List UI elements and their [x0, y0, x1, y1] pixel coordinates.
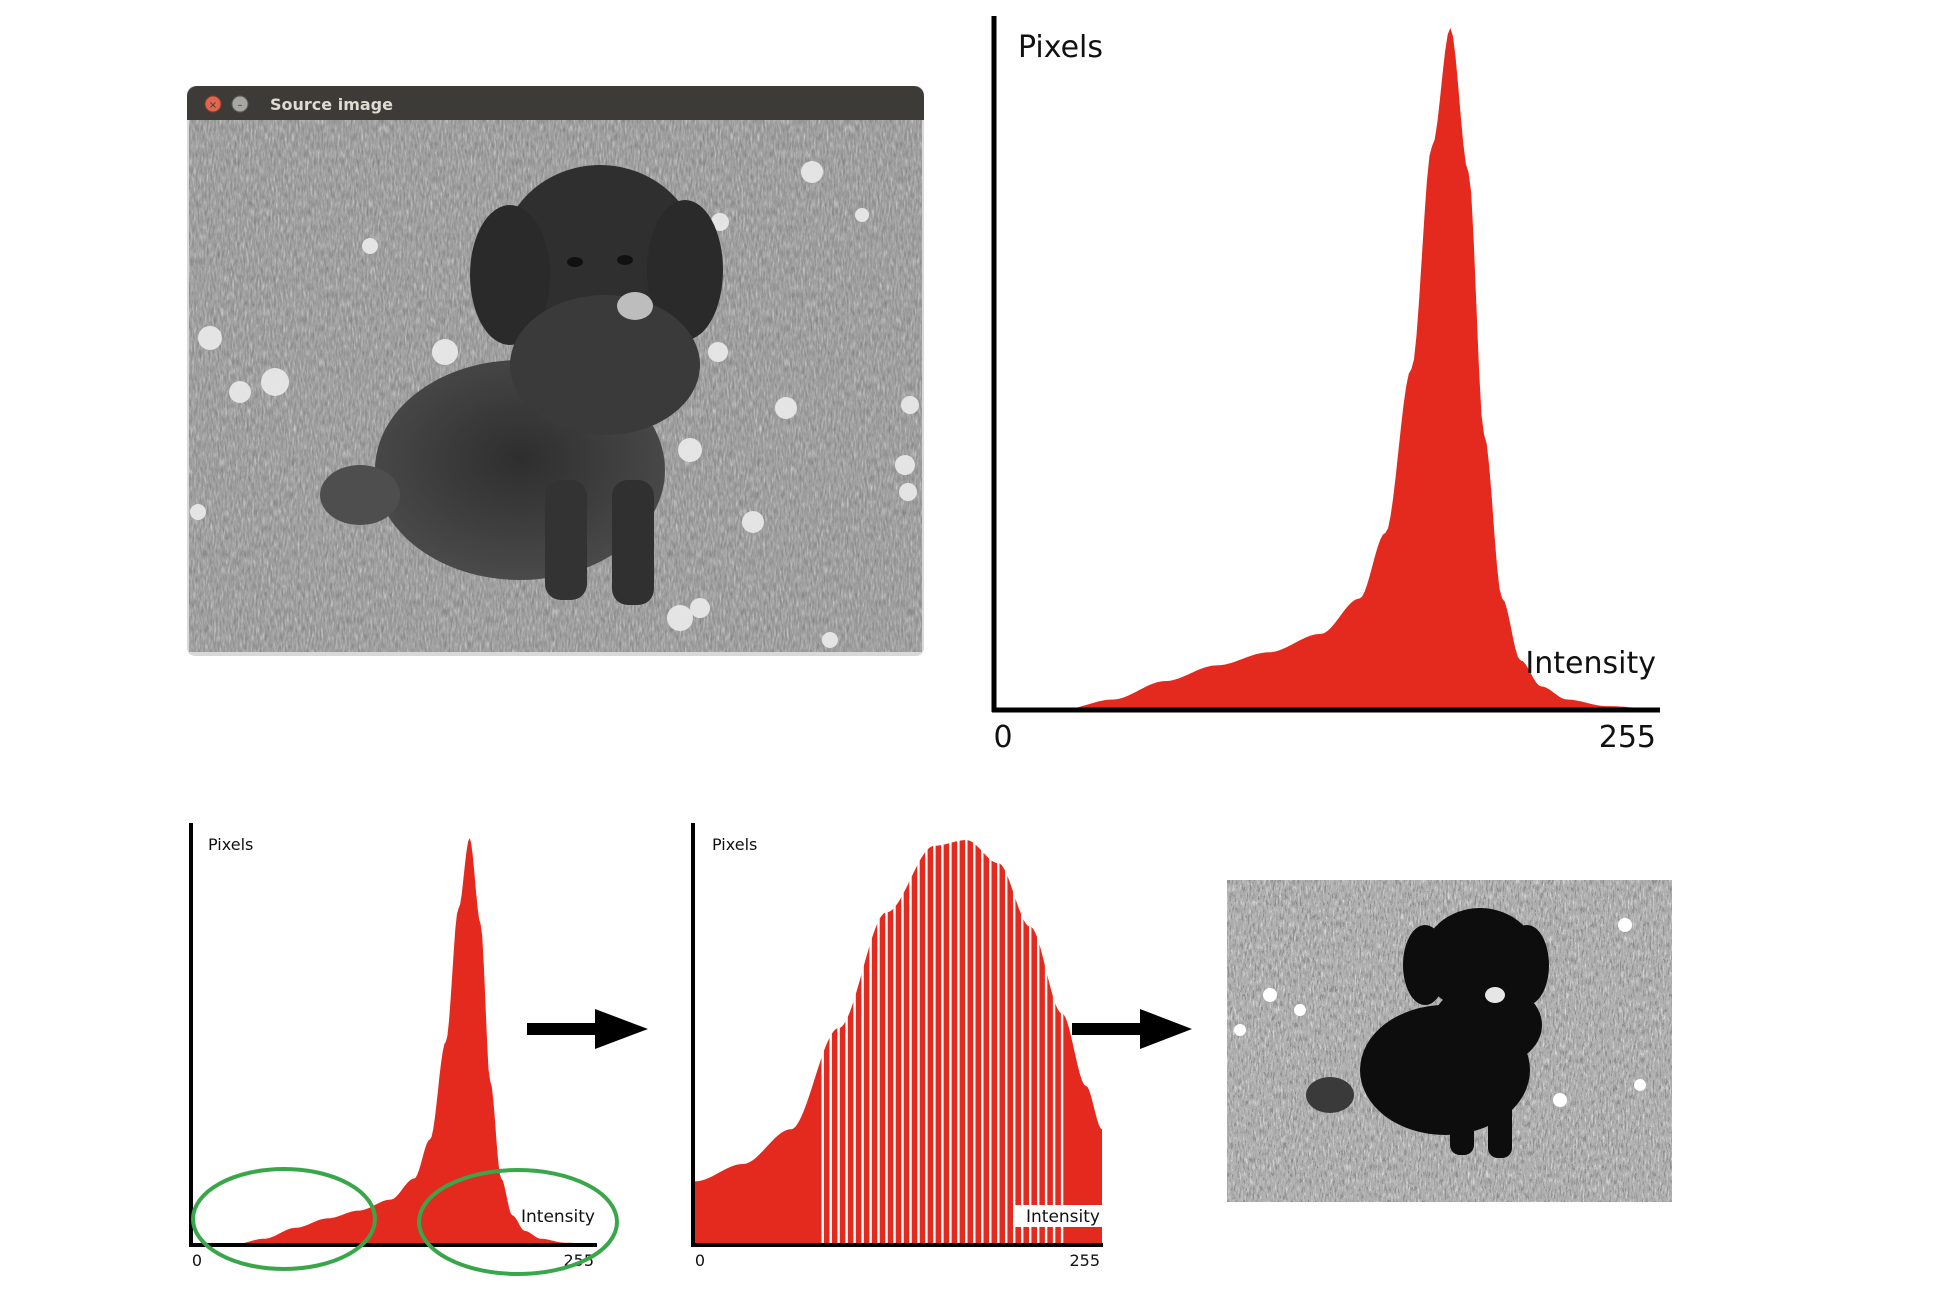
dog-silhouette: [1306, 908, 1549, 1158]
dog-silhouette: [320, 165, 723, 605]
minimize-icon[interactable]: [231, 95, 249, 113]
source-image-window: × – Source image: [187, 86, 924, 656]
flowers: [190, 161, 919, 648]
main-histogram-area: [996, 28, 1658, 710]
after-x-label: Intensity: [1026, 1207, 1100, 1227]
low-tail-highlight: [191, 1167, 377, 1271]
after-histogram: Pixels Intensity 0 255: [691, 823, 1105, 1270]
before-y-label: Pixels: [208, 835, 253, 854]
flowers: [1234, 918, 1646, 1107]
arrow-right-icon: [1072, 1009, 1192, 1049]
window-titlebar: [187, 86, 924, 120]
arrow-right-icon: [527, 1009, 648, 1049]
main-x-max-label: 255: [1599, 720, 1656, 755]
after-y-label: Pixels: [712, 835, 757, 854]
source-photo: [189, 120, 922, 652]
after-histogram-area: [695, 840, 1102, 1245]
before-histogram: Pixels Intensity 0 255: [189, 823, 619, 1276]
before-x-label: Intensity: [521, 1207, 595, 1227]
close-glyph: ×: [209, 100, 217, 111]
after-histogram-gaps: [821, 830, 1064, 1243]
equalized-image: [1227, 880, 1672, 1202]
after-x-max-label: 255: [1069, 1251, 1100, 1270]
main-histogram: Pixels Intensity 0 255: [991, 16, 1660, 755]
main-x-min-label: 0: [993, 720, 1012, 755]
main-x-label: Intensity: [1525, 646, 1656, 681]
main-y-label: Pixels: [1018, 30, 1103, 65]
after-x-label-bg: [1013, 1205, 1105, 1227]
before-histogram-area: [193, 838, 596, 1245]
before-x-min-label: 0: [192, 1251, 202, 1270]
high-tail-highlight: [417, 1168, 619, 1276]
close-icon[interactable]: [204, 95, 222, 113]
window-title: Source image: [270, 95, 393, 114]
after-x-min-label: 0: [695, 1251, 705, 1270]
minimize-glyph: –: [238, 100, 243, 111]
dog-tongue: [1485, 987, 1505, 1003]
